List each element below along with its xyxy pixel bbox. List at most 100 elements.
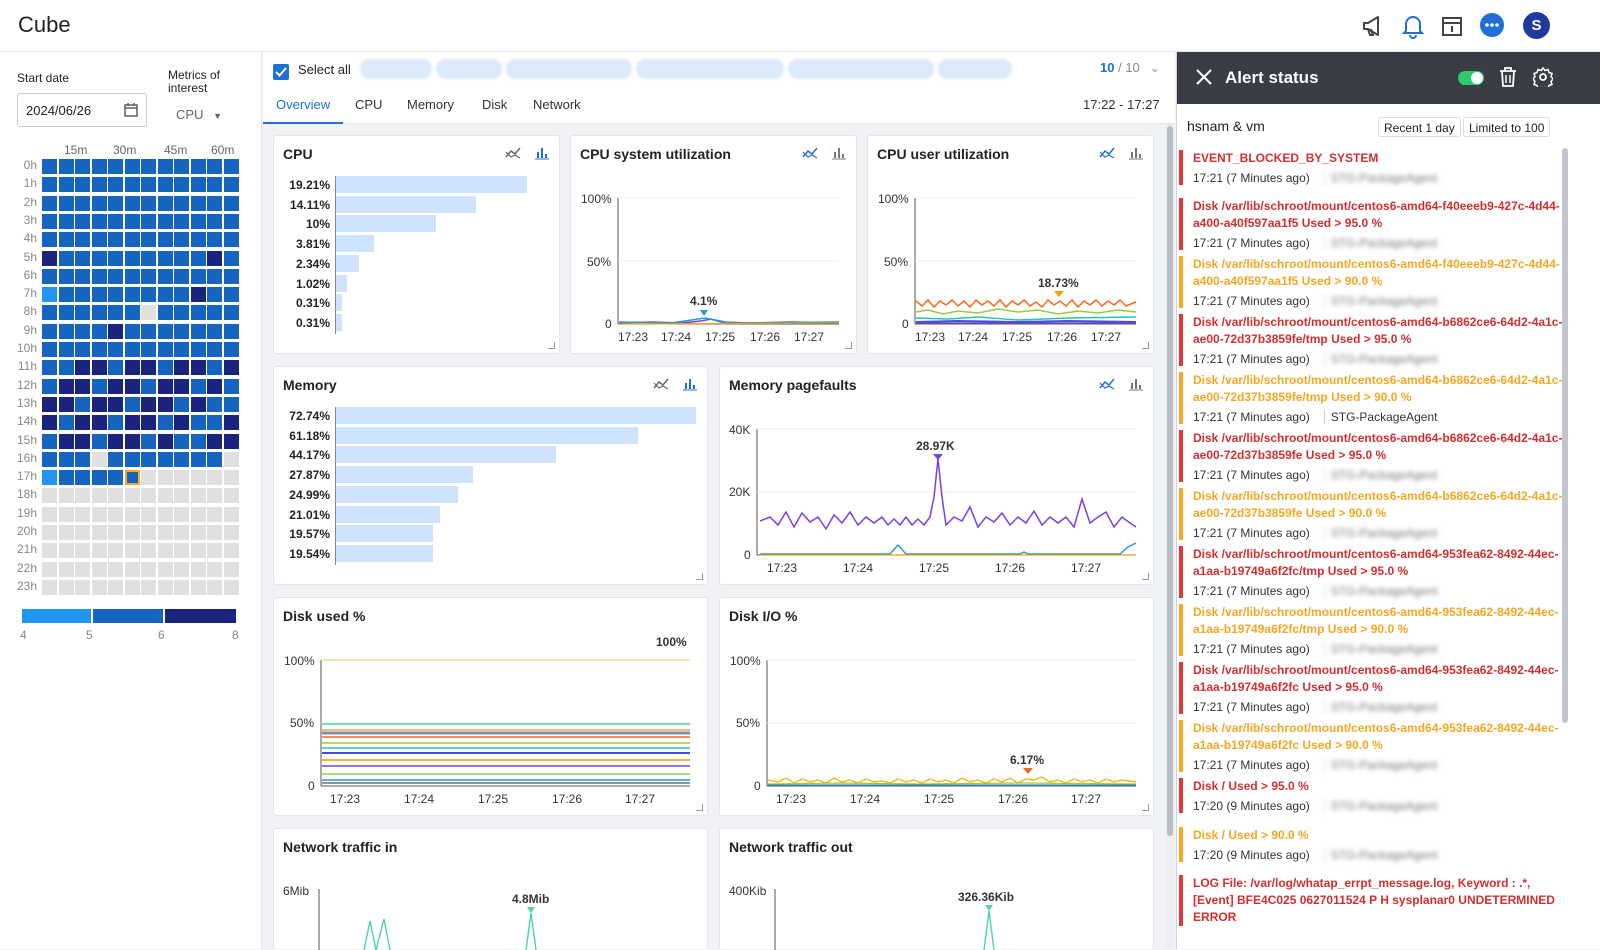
heatmap-cell[interactable] <box>58 543 74 559</box>
bar-row[interactable]: 44.17% <box>274 446 709 467</box>
filter-recent-button[interactable]: Recent 1 day <box>1378 117 1461 137</box>
heatmap-cell[interactable] <box>190 470 206 486</box>
close-icon[interactable] <box>1195 68 1213 91</box>
heatmap-cell[interactable] <box>124 433 140 449</box>
heatmap-cell[interactable] <box>108 470 123 486</box>
heatmap-cell[interactable] <box>124 159 140 174</box>
line-chart-icon[interactable] <box>653 377 669 396</box>
heatmap-cell[interactable] <box>42 488 57 504</box>
heatmap-cell[interactable] <box>190 342 206 357</box>
heatmap-cell[interactable] <box>124 579 140 595</box>
heatmap-cell[interactable] <box>58 213 74 229</box>
heatmap-cell[interactable] <box>108 433 123 449</box>
heatmap-cell[interactable] <box>75 177 90 193</box>
heatmap-cell[interactable] <box>157 561 173 577</box>
heatmap-cell[interactable] <box>174 525 189 540</box>
resize-handle[interactable] <box>696 573 703 580</box>
tab-disk[interactable]: Disk <box>482 97 508 112</box>
heatmap-cell[interactable] <box>91 415 107 431</box>
heatmap-cell[interactable] <box>108 250 123 266</box>
heatmap-cell[interactable] <box>108 195 123 211</box>
heatmap-cell[interactable] <box>174 488 189 504</box>
heatmap-cell[interactable] <box>108 159 123 174</box>
heatmap-cell[interactable] <box>58 506 74 522</box>
heatmap-cell[interactable] <box>91 250 107 266</box>
heatmap-cell[interactable] <box>141 451 156 467</box>
heatmap-cell[interactable] <box>207 360 222 376</box>
heatmap-cell[interactable] <box>157 360 173 376</box>
bar-row[interactable]: 27.87% <box>274 466 709 487</box>
heatmap-cell[interactable] <box>141 525 156 540</box>
heatmap-cell[interactable] <box>190 232 206 248</box>
alert-item[interactable]: Disk /var/lib/schroot/mount/centos6-amd6… <box>1179 198 1565 250</box>
alert-item[interactable]: Disk /var/lib/schroot/mount/centos6-amd6… <box>1179 720 1565 772</box>
heatmap-cell[interactable] <box>174 415 189 431</box>
heatmap-cell[interactable] <box>124 213 140 229</box>
heatmap-cell[interactable] <box>157 433 173 449</box>
heatmap-cell[interactable] <box>42 470 57 486</box>
alert-item[interactable]: Disk /var/lib/schroot/mount/centos6-amd6… <box>1179 662 1565 714</box>
heatmap-cell[interactable] <box>174 213 189 229</box>
resize-handle[interactable] <box>696 804 703 811</box>
heatmap-cell[interactable] <box>141 360 156 376</box>
alert-item[interactable]: Disk /var/lib/schroot/mount/centos6-amd6… <box>1179 488 1565 540</box>
heatmap-cell[interactable] <box>207 433 222 449</box>
heatmap-cell[interactable] <box>91 488 107 504</box>
heatmap-cell[interactable] <box>58 195 74 211</box>
heatmap-cell[interactable] <box>124 488 140 504</box>
trash-icon[interactable] <box>1499 67 1517 92</box>
heatmap-cell[interactable] <box>223 451 239 467</box>
heatmap-cell[interactable] <box>108 232 123 248</box>
heatmap-cell[interactable] <box>223 396 239 412</box>
heatmap-cell[interactable] <box>190 488 206 504</box>
resize-handle[interactable] <box>845 342 852 349</box>
heatmap-cell[interactable] <box>108 305 123 321</box>
heatmap-cell[interactable] <box>58 451 74 467</box>
heatmap-cell[interactable] <box>157 470 173 486</box>
heatmap-cell[interactable] <box>42 561 57 577</box>
heatmap-cell[interactable] <box>174 543 189 559</box>
alert-item[interactable]: Disk /var/lib/schroot/mount/centos6-amd6… <box>1179 604 1565 656</box>
heatmap-cell[interactable] <box>174 451 189 467</box>
heatmap-cell[interactable] <box>141 433 156 449</box>
heatmap-cell[interactable] <box>207 415 222 431</box>
heatmap-cell[interactable] <box>124 470 140 486</box>
avatar[interactable]: S <box>1523 12 1550 39</box>
heatmap-cell[interactable] <box>91 305 107 321</box>
bar-row[interactable]: 3.81% <box>274 235 561 256</box>
heatmap-cell[interactable] <box>75 525 90 540</box>
heatmap-cell[interactable] <box>157 342 173 357</box>
heatmap-cell[interactable] <box>223 360 239 376</box>
heatmap-cell[interactable] <box>157 451 173 467</box>
chevron-down-icon[interactable]: ⌄ <box>1149 60 1161 75</box>
heatmap-cell[interactable] <box>124 195 140 211</box>
heatmap-cell[interactable] <box>174 305 189 321</box>
heatmap-cell[interactable] <box>75 470 90 486</box>
heatmap-cell[interactable] <box>108 287 123 303</box>
heatmap-cell[interactable] <box>42 360 57 376</box>
heatmap-cell[interactable] <box>42 415 57 431</box>
heatmap-cell[interactable] <box>91 287 107 303</box>
heatmap-cell[interactable] <box>75 360 90 376</box>
tab-overview[interactable]: Overview <box>276 97 331 112</box>
heatmap-cell[interactable] <box>157 268 173 284</box>
heatmap-cell[interactable] <box>58 360 74 376</box>
heatmap-cell[interactable] <box>141 561 156 577</box>
heatmap-cell[interactable] <box>42 506 57 522</box>
heatmap-cell[interactable] <box>157 195 173 211</box>
heatmap-cell[interactable] <box>157 488 173 504</box>
heatmap-cell[interactable] <box>174 396 189 412</box>
heatmap-cell[interactable] <box>91 433 107 449</box>
heatmap-cell[interactable] <box>207 378 222 394</box>
heatmap-cell[interactable] <box>223 415 239 431</box>
server-chip[interactable] <box>788 59 934 79</box>
heatmap-cell[interactable] <box>141 177 156 193</box>
heatmap-cell[interactable] <box>124 451 140 467</box>
alert-item[interactable]: Disk /var/lib/schroot/mount/centos6-amd6… <box>1179 314 1565 366</box>
heatmap-cell[interactable] <box>190 415 206 431</box>
heatmap-cell[interactable] <box>108 415 123 431</box>
line-chart-icon[interactable] <box>505 146 521 165</box>
bar-row[interactable]: 19.57% <box>274 525 709 546</box>
bar-row[interactable]: 2.34% <box>274 254 561 275</box>
heatmap-cell[interactable] <box>190 561 206 577</box>
